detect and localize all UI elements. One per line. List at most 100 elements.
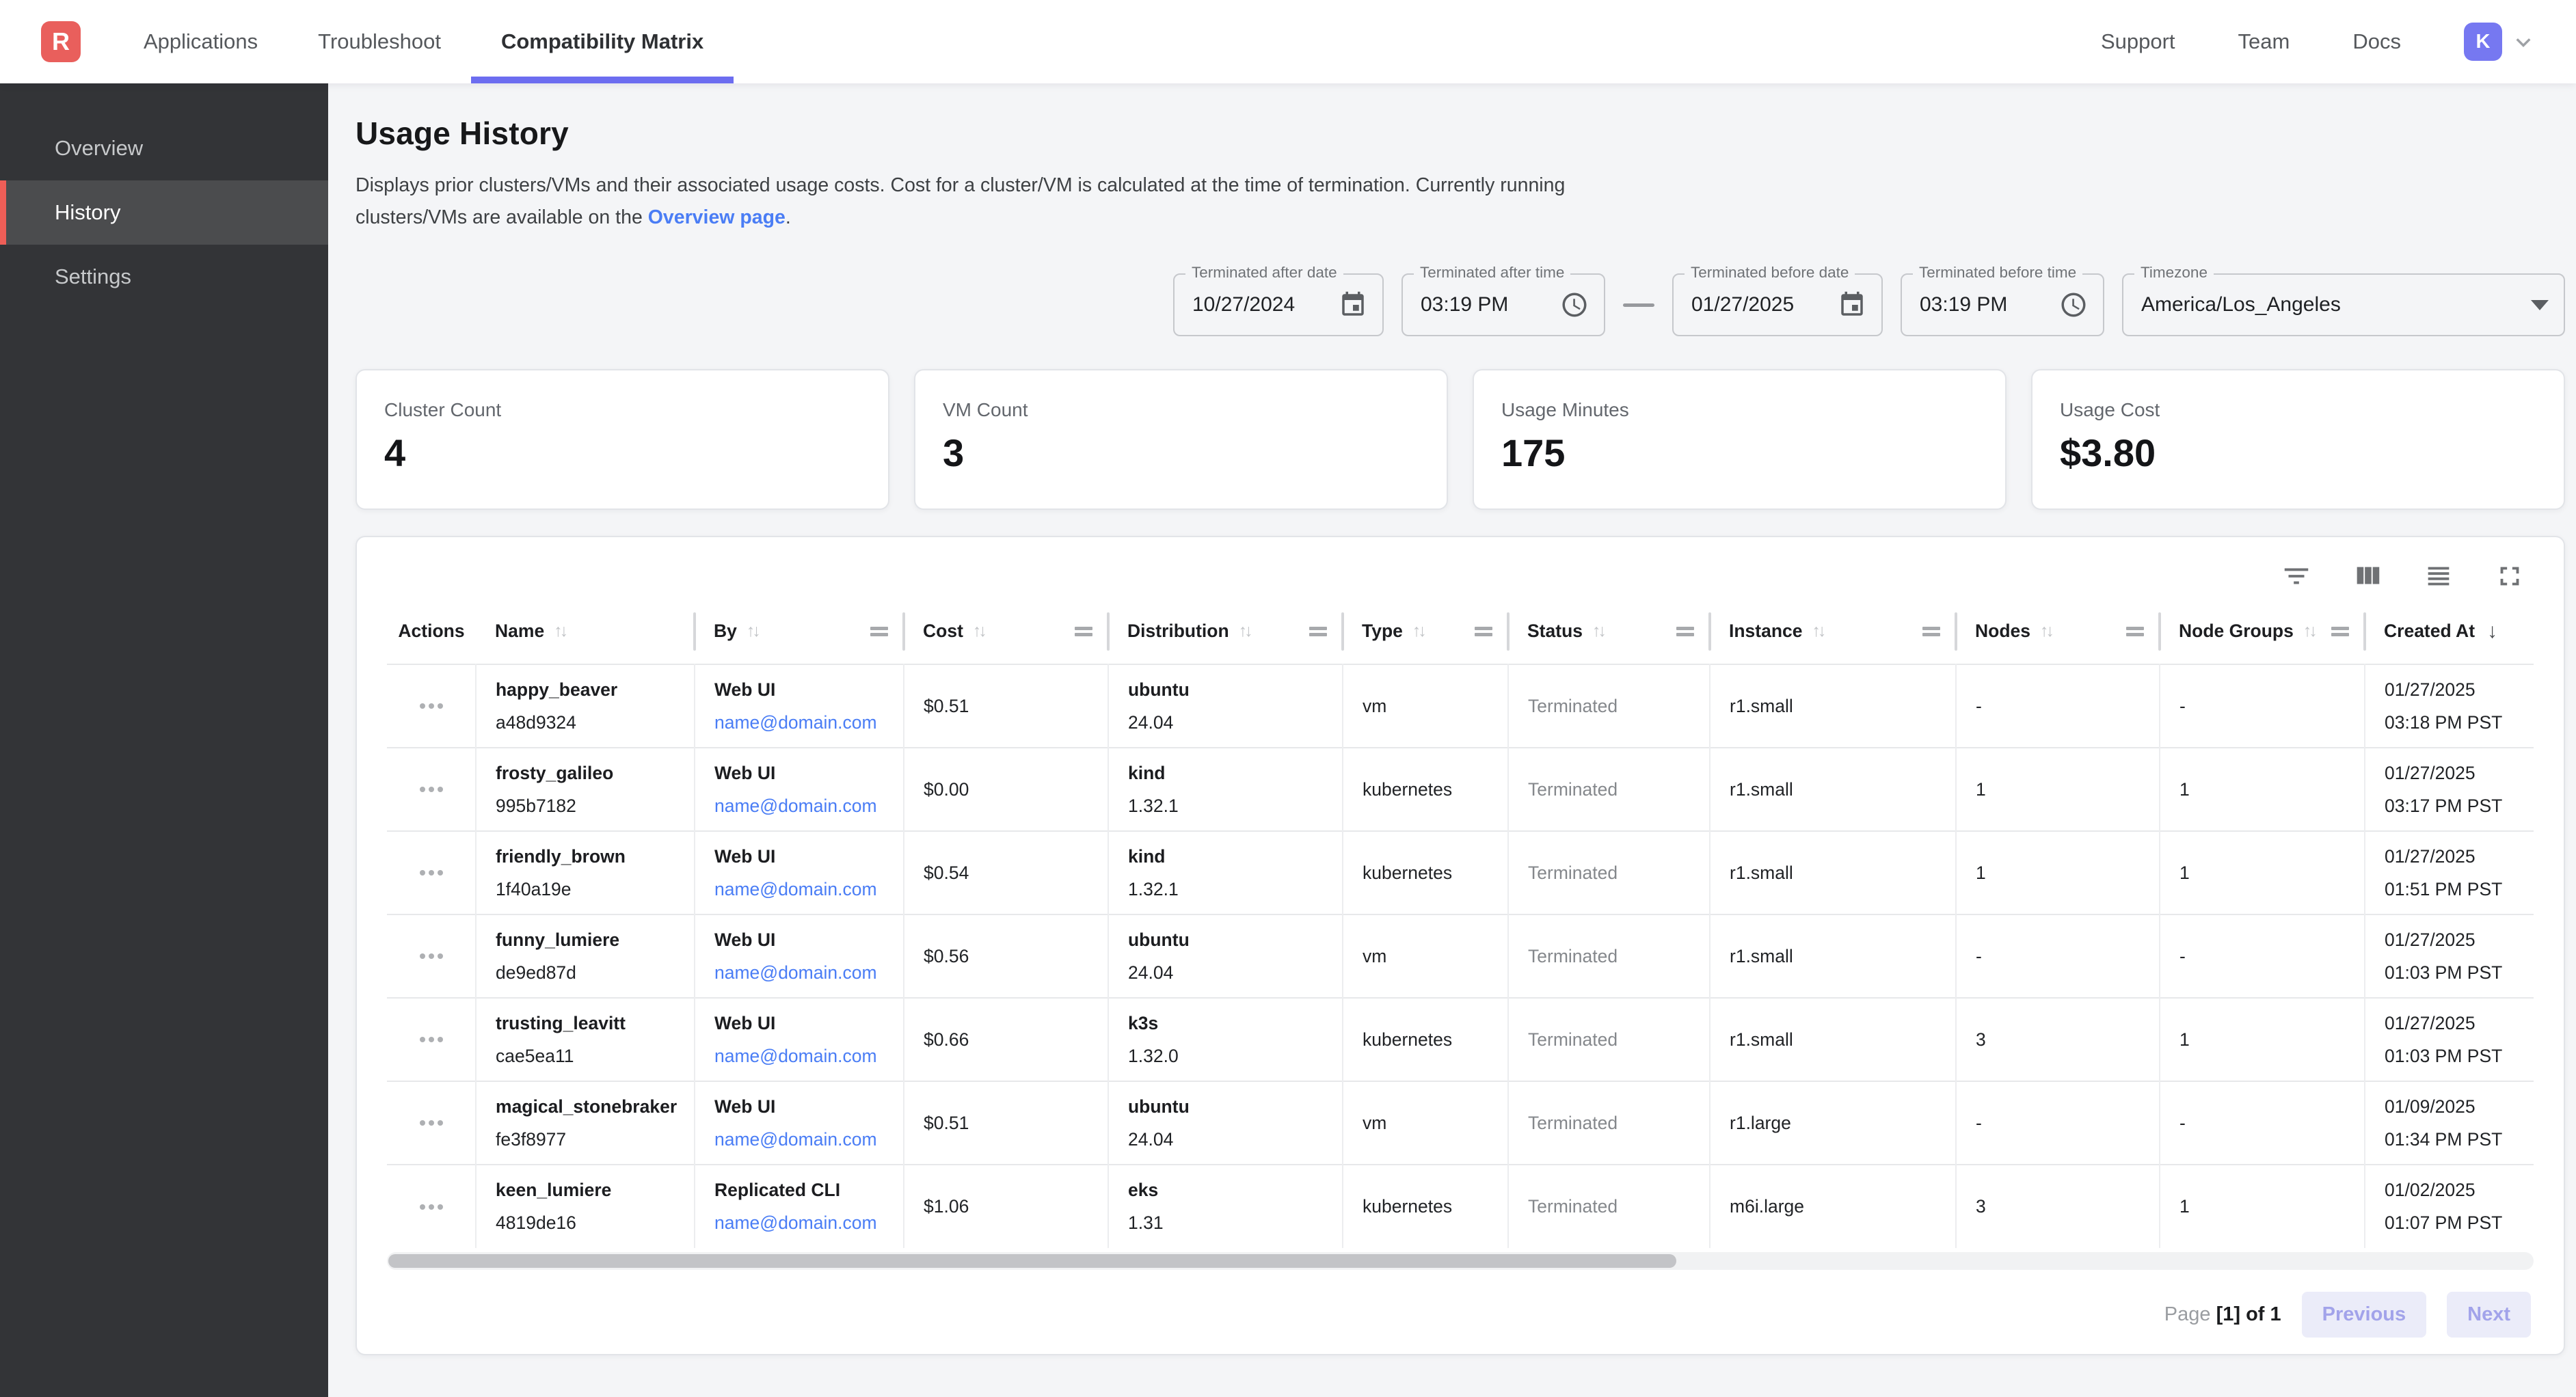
nav-link-support[interactable]: Support [2100, 29, 2175, 53]
column-separator[interactable] [1708, 612, 1711, 651]
created-by-email-link[interactable]: name@domain.com [714, 795, 877, 816]
filter-value: America/Los_Angeles [2141, 293, 2341, 316]
calendar-icon[interactable] [1339, 290, 1367, 319]
fullscreen-icon[interactable] [2494, 560, 2525, 592]
horizontal-scrollbar[interactable] [387, 1252, 2534, 1270]
column-separator[interactable] [2158, 612, 2161, 651]
column-separator[interactable] [2363, 612, 2366, 651]
row-actions-button[interactable] [387, 915, 475, 997]
column-menu-icon[interactable] [1676, 621, 1696, 642]
replicated-logo[interactable]: R [41, 21, 81, 62]
density-icon[interactable] [2423, 560, 2454, 592]
column-header-cost[interactable]: Cost ↑↓ [904, 599, 1110, 664]
column-separator[interactable] [693, 612, 696, 651]
row-actions-button[interactable] [387, 999, 475, 1081]
clock-icon[interactable] [2059, 290, 2088, 319]
ellipsis-dot [419, 1037, 425, 1042]
column-separator[interactable] [1507, 612, 1510, 651]
tab-compatibility-matrix[interactable]: Compatibility Matrix [470, 0, 734, 83]
row-actions-button[interactable] [387, 748, 475, 830]
sort-icon[interactable]: ↑↓ [746, 621, 761, 640]
created-by-source: Web UI [714, 1096, 776, 1117]
timezone-select[interactable]: Timezone America/Los_Angeles [2122, 264, 2565, 336]
column-menu-icon[interactable] [2125, 621, 2146, 642]
terminated-before-date-input[interactable]: Terminated before date 01/27/2025 [1672, 264, 1883, 336]
tab-troubleshoot[interactable]: Troubleshoot [318, 29, 441, 53]
sidebar-item-overview[interactable]: Overview [55, 136, 144, 160]
created-by-email-link[interactable]: name@domain.com [714, 962, 877, 983]
sort-icon[interactable]: ↑↓ [1592, 621, 1607, 640]
column-menu-icon[interactable] [1474, 621, 1494, 642]
cell-type: kubernetes [1343, 997, 1509, 1081]
terminated-before-time-input[interactable]: Terminated before time 03:19 PM [1901, 264, 2104, 336]
status-badge: Terminated [1528, 945, 1618, 966]
row-actions-button[interactable] [387, 832, 475, 914]
overview-page-link[interactable]: Overview page [647, 206, 786, 228]
page-label: Page [2164, 1303, 2211, 1325]
calendar-icon[interactable] [1838, 290, 1866, 319]
created-by-email-link[interactable]: name@domain.com [714, 878, 877, 899]
distribution-name: kind [1128, 762, 1166, 783]
column-header-distribution[interactable]: Distribution ↑↓ [1108, 599, 1344, 664]
created-by-email-link[interactable]: name@domain.com [714, 1128, 877, 1150]
column-menu-icon[interactable] [870, 621, 890, 642]
previous-button[interactable]: Previous [2301, 1292, 2427, 1338]
clock-icon[interactable] [1560, 290, 1589, 319]
column-separator[interactable] [902, 612, 905, 651]
created-by-email-link[interactable]: name@domain.com [714, 1045, 877, 1066]
sort-icon[interactable]: ↑↓ [554, 621, 568, 640]
sort-icon[interactable]: ↑↓ [1238, 621, 1253, 640]
column-header-node-groups[interactable]: Node Groups ↑↓ [2160, 599, 2366, 664]
column-header-status[interactable]: Status ↑↓ [1508, 599, 1711, 664]
dropdown-arrow-icon[interactable] [2531, 299, 2549, 310]
cell-distribution: ubuntu 24.04 [1108, 1081, 1343, 1165]
column-menu-icon[interactable] [2331, 621, 2351, 642]
column-header-nodes[interactable]: Nodes ↑↓ [1956, 599, 2161, 664]
chevron-down-icon[interactable] [2509, 27, 2538, 56]
sort-icon[interactable]: ↑↓ [972, 621, 987, 640]
column-menu-icon[interactable] [1074, 621, 1095, 642]
terminated-after-date-input[interactable]: Terminated after date 10/27/2024 [1173, 264, 1384, 336]
cell-node-groups: - [2160, 914, 2365, 998]
row-actions-button[interactable] [387, 1165, 475, 1248]
created-time: 01:51 PM PST [2385, 878, 2503, 899]
column-header-name[interactable]: Name ↑↓ [476, 599, 696, 664]
cell-type: vm [1343, 1081, 1509, 1165]
nav-link-team[interactable]: Team [2238, 29, 2290, 53]
sort-icon[interactable]: ↑↓ [2303, 621, 2318, 640]
column-header-created-at[interactable]: Created At ↓ [2365, 599, 2534, 664]
sidebar-item-history[interactable]: History [0, 180, 328, 245]
columns-icon[interactable] [2352, 560, 2383, 592]
avatar[interactable]: K [2464, 23, 2502, 61]
column-separator[interactable] [1341, 612, 1344, 651]
created-by-email-link[interactable]: name@domain.com [714, 711, 877, 733]
column-header-type[interactable]: Type ↑↓ [1343, 599, 1510, 664]
cell-status: Terminated [1508, 664, 1710, 748]
column-header-instance[interactable]: Instance ↑↓ [1710, 599, 1957, 664]
sort-icon[interactable]: ↑↓ [1812, 621, 1827, 640]
tab-applications[interactable]: Applications [144, 29, 258, 53]
nav-link-docs[interactable]: Docs [2352, 29, 2401, 53]
column-menu-icon[interactable] [1309, 621, 1329, 642]
created-by-email-link[interactable]: name@domain.com [714, 1212, 877, 1233]
sort-icon[interactable]: ↑↓ [1412, 621, 1427, 640]
column-label: Nodes [1975, 621, 2030, 641]
row-actions-button[interactable] [387, 1082, 475, 1164]
filter-icon[interactable] [2281, 560, 2312, 592]
column-header-actions[interactable]: Actions [387, 599, 476, 664]
column-separator[interactable] [1107, 612, 1110, 651]
sort-desc-icon[interactable]: ↓ [2487, 619, 2498, 642]
column-menu-icon[interactable] [1922, 621, 1942, 642]
cell-by: Web UI name@domain.com [695, 830, 904, 914]
column-header-by[interactable]: By ↑↓ [695, 599, 905, 664]
page-description: Displays prior clusters/VMs and their as… [355, 169, 2565, 234]
sidebar-item-settings[interactable]: Settings [55, 265, 132, 288]
sort-icon[interactable]: ↑↓ [2040, 621, 2054, 640]
account-menu[interactable]: K [2464, 23, 2538, 61]
next-button[interactable]: Next [2447, 1292, 2531, 1338]
column-separator[interactable] [1955, 612, 1957, 651]
cell-name: trusting_leavitt cae5ea11 [476, 997, 695, 1081]
terminated-after-time-input[interactable]: Terminated after time 03:19 PM [1401, 264, 1605, 336]
row-actions-button[interactable] [387, 665, 475, 747]
scrollbar-thumb[interactable] [388, 1254, 1676, 1268]
